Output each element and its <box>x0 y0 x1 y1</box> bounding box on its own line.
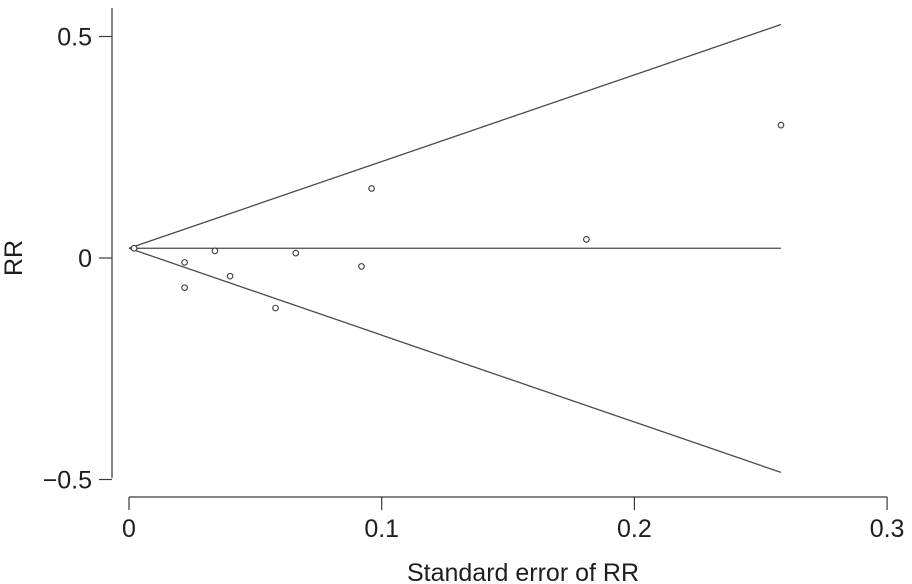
y-tick-label: 0 <box>78 245 92 273</box>
data-point <box>181 259 188 266</box>
x-tick-label: 0.2 <box>617 515 652 543</box>
y-tick-label: −0.5 <box>43 467 92 495</box>
x-tick-label: 0.1 <box>364 515 399 543</box>
funnel-lines <box>128 23 782 474</box>
axes: 0.5 0 −0.5 0 0.1 0.2 0.3 <box>43 8 905 543</box>
data-point <box>272 304 279 312</box>
data-point <box>583 236 590 243</box>
upper-limit-line <box>128 23 782 249</box>
x-tick-label: 0.3 <box>870 515 905 543</box>
y-axis-title: RR <box>0 240 28 276</box>
y-tick-label: 0.5 <box>57 24 92 52</box>
data-point <box>226 272 234 280</box>
data-point <box>211 247 219 255</box>
data-point <box>292 249 300 257</box>
x-axis-title: Standard error of RR <box>407 559 639 584</box>
data-point <box>358 263 365 270</box>
data-points <box>130 121 785 312</box>
data-point <box>777 121 785 129</box>
data-point <box>130 244 138 252</box>
data-point <box>368 185 375 192</box>
lower-limit-line <box>128 247 782 474</box>
x-tick-label: 0 <box>122 515 136 543</box>
data-point <box>181 284 188 292</box>
